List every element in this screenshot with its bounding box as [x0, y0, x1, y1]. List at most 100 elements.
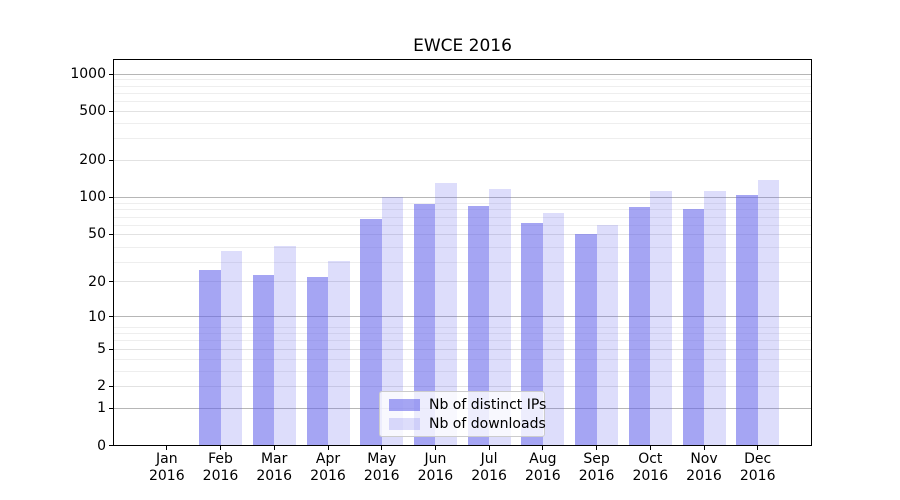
- y-tick-200: [109, 159, 113, 161]
- y-tick-2: [109, 385, 113, 387]
- bar-apr-ips: [306, 276, 328, 445]
- gridline-minor: [114, 92, 811, 94]
- gridline-y100: [114, 196, 811, 198]
- x-tick-label-sep: Sep 2016: [578, 451, 615, 484]
- gridline-minor: [114, 370, 811, 372]
- legend-label-downloads: Nb of downloads: [429, 415, 546, 432]
- bar-sep-downloads: [596, 225, 619, 445]
- gridline-minor: [114, 209, 811, 211]
- x-tick-dec: [757, 446, 759, 450]
- x-tick-label-dec: Dec 2016: [739, 451, 776, 484]
- x-tick-label-mar: Mar 2016: [256, 451, 292, 484]
- x-tick-label-jul: Jul 2016: [471, 451, 507, 484]
- bar-jun-downloads: [435, 183, 457, 445]
- gridline-y200: [114, 159, 811, 161]
- y-tick-label-5: 5: [97, 341, 106, 358]
- gridline-minor: [114, 340, 811, 342]
- x-tick-label-feb: Feb 2016: [202, 451, 239, 484]
- x-tick-jul: [488, 446, 490, 450]
- y-tick-1000: [109, 73, 113, 75]
- legend: Nb of distinct IPs Nb of downloads: [379, 391, 546, 437]
- bar-feb-downloads: [220, 251, 242, 445]
- x-tick-label-apr: Apr 2016: [310, 451, 346, 484]
- y-tick-5: [109, 348, 113, 350]
- bar-mar-ips: [252, 274, 275, 445]
- x-tick-label-may: May 2016: [363, 451, 400, 484]
- x-tick-sep: [596, 446, 598, 450]
- bar-aug-ips: [521, 222, 543, 445]
- bar-aug-downloads: [542, 213, 565, 445]
- bar-apr-downloads: [328, 260, 350, 445]
- y-tick-20: [109, 281, 113, 283]
- gridline-y2: [114, 385, 811, 387]
- bar-jul-ips: [467, 206, 490, 445]
- gridline-y10: [114, 316, 811, 318]
- x-tick-may: [381, 446, 383, 450]
- legend-item-downloads: Nb of downloads: [389, 416, 546, 432]
- y-tick-label-200: 200: [79, 152, 106, 169]
- bar-oct-ips: [628, 206, 651, 445]
- y-tick-50: [109, 233, 113, 235]
- y-tick-label-500: 500: [79, 103, 106, 120]
- bar-jul-downloads: [489, 189, 511, 445]
- gridline-minor: [114, 101, 811, 103]
- x-tick-mar: [273, 446, 275, 450]
- y-tick-500: [109, 110, 113, 112]
- legend-label-distinct-ips: Nb of distinct IPs: [429, 396, 547, 413]
- y-tick-label-20: 20: [88, 273, 106, 290]
- legend-swatch-downloads: [389, 417, 420, 430]
- bar-nov-downloads: [704, 191, 726, 445]
- bar-feb-ips: [199, 270, 221, 445]
- gridline-minor: [114, 326, 811, 328]
- y-tick-label-100: 100: [79, 189, 106, 206]
- gridline-minor: [114, 262, 811, 264]
- x-tick-label-aug: Aug 2016: [524, 451, 561, 484]
- gridline-minor: [114, 333, 811, 335]
- x-tick-feb: [220, 446, 221, 450]
- y-tick-10: [109, 316, 113, 318]
- y-tick-label-1: 1: [97, 400, 106, 417]
- gridline-minor: [114, 216, 811, 218]
- y-tick-100: [109, 196, 113, 198]
- y-tick-label-2: 2: [97, 378, 106, 395]
- y-tick-label-10: 10: [88, 308, 106, 325]
- x-tick-label-jun: Jun 2016: [417, 451, 454, 484]
- y-tick-0: [109, 445, 113, 446]
- x-tick-jan: [166, 446, 168, 450]
- gridline-minor: [114, 246, 811, 248]
- gridline-minor: [114, 79, 811, 81]
- bar-nov-ips: [682, 209, 704, 445]
- gridline-y1000: [114, 73, 811, 75]
- gridline-y500: [114, 110, 811, 112]
- gridline-y20: [114, 281, 811, 283]
- x-tick-label-jan: Jan 2016: [148, 451, 185, 484]
- bar-may-ips: [360, 218, 382, 445]
- gridline-minor: [114, 122, 811, 124]
- gridline-y5: [114, 348, 811, 350]
- x-tick-jun: [434, 446, 436, 450]
- x-tick-apr: [327, 446, 329, 450]
- gridline-y50: [114, 233, 811, 235]
- bar-dec-downloads: [757, 179, 780, 445]
- y-tick-label-0: 0: [97, 437, 106, 454]
- gridline-minor: [114, 138, 811, 140]
- bar-oct-downloads: [650, 191, 672, 445]
- bar-jun-ips: [413, 203, 436, 445]
- bar-dec-ips: [736, 195, 758, 445]
- y-tick-1: [109, 407, 113, 409]
- x-tick-nov: [703, 446, 705, 450]
- gridline-minor: [114, 224, 811, 226]
- x-tick-label-nov: Nov 2016: [686, 451, 722, 484]
- bar-mar-downloads: [274, 245, 296, 445]
- bar-may-downloads: [381, 196, 404, 445]
- x-tick-aug: [542, 446, 544, 450]
- x-tick-label-oct: Oct 2016: [632, 451, 669, 484]
- bar-sep-ips: [575, 234, 597, 445]
- y-tick-label-1000: 1000: [70, 66, 106, 82]
- legend-item-distinct-ips: Nb of distinct IPs: [389, 397, 546, 413]
- legend-swatch-distinct-ips: [389, 398, 420, 411]
- chart-title: EWCE 2016: [413, 36, 512, 56]
- x-tick-oct: [649, 446, 651, 450]
- y-tick-label-50: 50: [88, 226, 106, 243]
